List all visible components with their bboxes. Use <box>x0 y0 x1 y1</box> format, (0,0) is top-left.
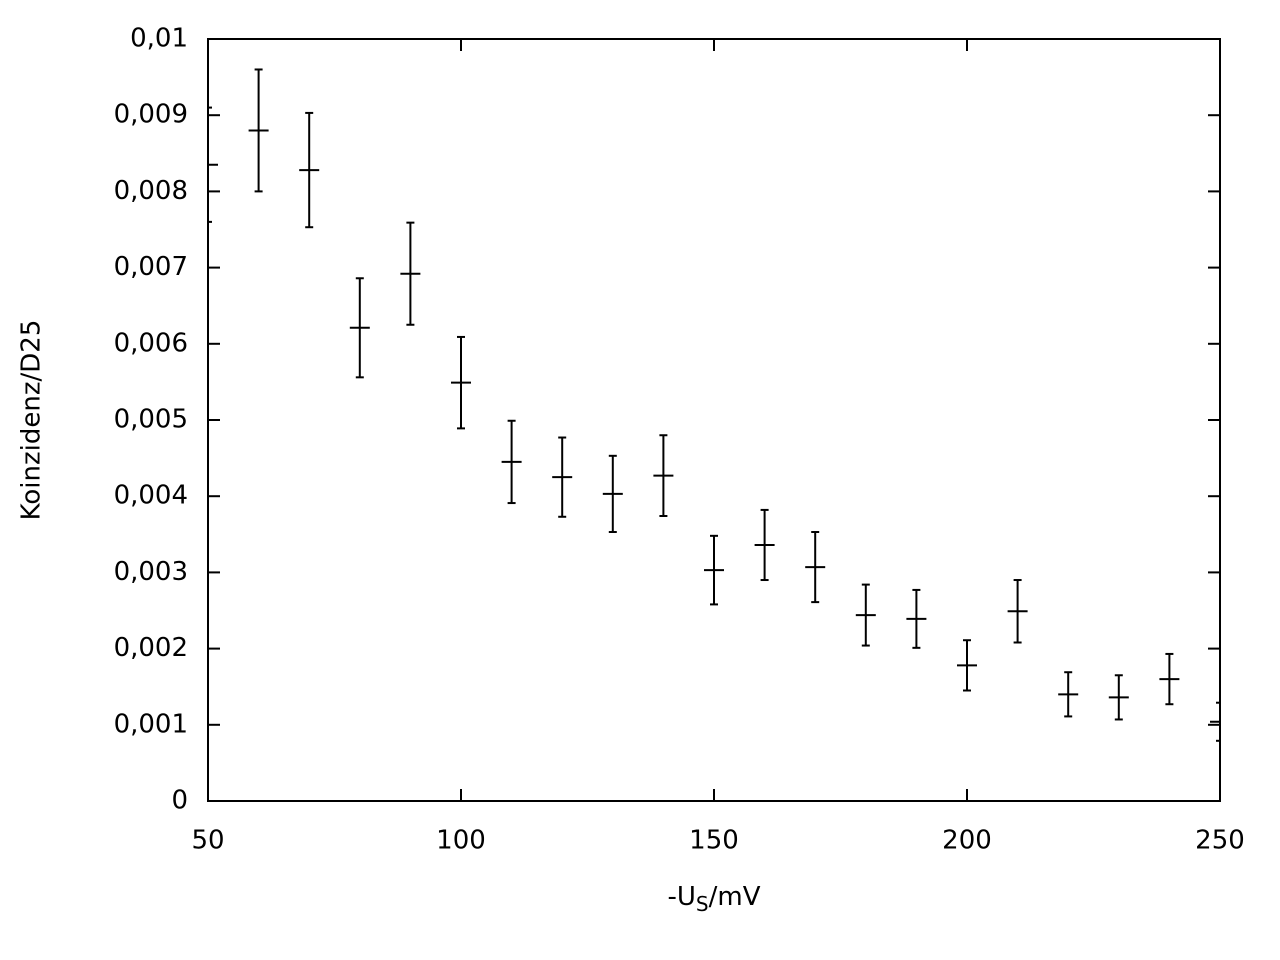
y-tick-label: 0,01 <box>130 24 188 54</box>
x-label-part: /mV <box>709 882 761 912</box>
y-tick-label: 0,008 <box>114 176 188 206</box>
y-tick-label: 0,009 <box>114 100 188 130</box>
x-axis-label: -US/mV <box>668 882 761 916</box>
y-tick-label: 0,006 <box>114 328 188 358</box>
x-label-part: -U <box>668 882 696 912</box>
y-tick-label: 0,005 <box>114 405 188 435</box>
plot-area <box>208 68 1220 742</box>
y-tick-label: 0,003 <box>114 557 188 587</box>
x-tick-label: 250 <box>1195 826 1245 856</box>
x-label-subscript: S <box>696 892 709 916</box>
y-tick-label: 0,001 <box>114 709 188 739</box>
x-tick-label: 100 <box>436 826 486 856</box>
y-axis-label: Koinzidenz/D25 <box>17 320 47 521</box>
y-tick-label: 0,007 <box>114 252 188 282</box>
x-tick-label: 200 <box>942 826 992 856</box>
x-tick-label: 50 <box>191 826 224 856</box>
y-tick-label: 0 <box>171 786 188 816</box>
y-tick-label: 0,002 <box>114 633 188 663</box>
x-tick-label: 150 <box>689 826 739 856</box>
y-tick-label: 0,004 <box>114 481 188 511</box>
